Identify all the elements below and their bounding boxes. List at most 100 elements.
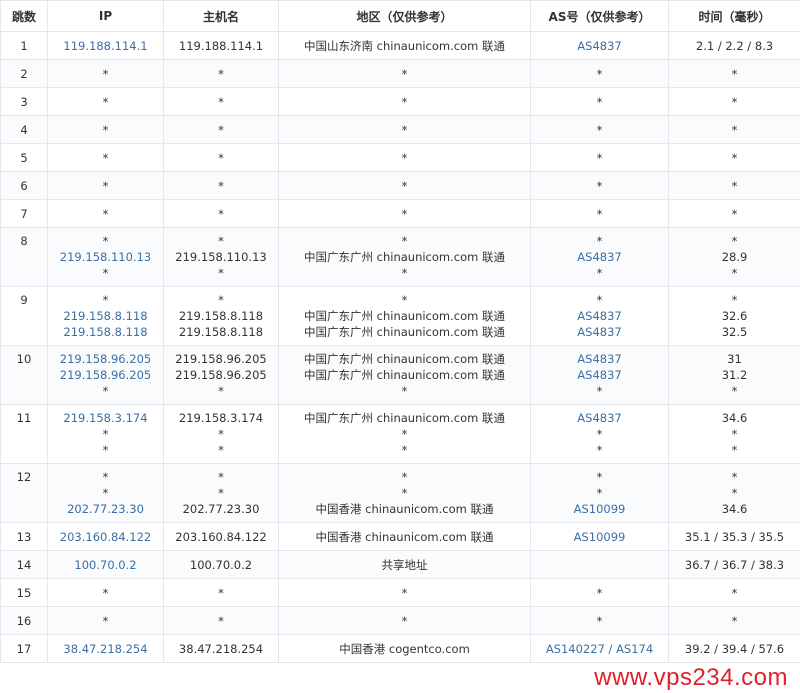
region-value: 中国广东广州 chinaunicom.com 联通	[279, 410, 530, 426]
hop-cell: 2	[1, 60, 48, 88]
as-cell: **AS10099	[531, 464, 669, 523]
as-cell: *	[531, 200, 669, 228]
time-value: *	[669, 426, 800, 442]
time-cell: *	[669, 60, 800, 88]
time-value: 39.2 / 39.4 / 57.6	[669, 641, 800, 657]
region-cell: 中国香港 cogentco.com	[279, 635, 531, 663]
time-cell: 34.6**	[669, 405, 800, 464]
table-row: 4*****	[1, 116, 800, 144]
as-value: *	[531, 66, 668, 82]
time-value: 34.6	[669, 501, 800, 517]
as-value: *	[531, 94, 668, 110]
ip-value: *	[48, 94, 163, 110]
as-value[interactable]: AS4837	[531, 38, 668, 54]
hop-cell: 1	[1, 32, 48, 60]
hostname-value: *	[164, 150, 278, 166]
time-cell: 39.2 / 39.4 / 57.6	[669, 635, 800, 663]
as-value[interactable]: AS10099	[531, 529, 668, 545]
ip-value: *	[48, 442, 163, 458]
time-cell: *	[669, 144, 800, 172]
ip-value: *	[48, 485, 163, 501]
hostname-value: *	[164, 94, 278, 110]
ip-value[interactable]: 219.158.96.205	[48, 367, 163, 383]
time-value: *	[669, 383, 800, 399]
hostname-cell: 100.70.0.2	[164, 551, 279, 579]
time-value: *	[669, 585, 800, 601]
as-value: *	[531, 265, 668, 281]
hostname-cell: 38.47.218.254	[164, 635, 279, 663]
region-cell: *	[279, 88, 531, 116]
ip-cell: *	[48, 579, 164, 607]
as-value[interactable]: AS140227 / AS174	[531, 641, 668, 657]
hostname-value: *	[164, 265, 278, 281]
as-cell: *AS4837*	[531, 228, 669, 287]
ip-value[interactable]: 202.77.23.30	[48, 501, 163, 517]
ip-cell: 100.70.0.2	[48, 551, 164, 579]
as-value[interactable]: AS4837	[531, 410, 668, 426]
as-value[interactable]: AS4837	[531, 351, 668, 367]
ip-value[interactable]: 219.158.8.118	[48, 308, 163, 324]
as-cell	[531, 551, 669, 579]
ip-value: *	[48, 426, 163, 442]
as-cell: *	[531, 88, 669, 116]
time-cell: *	[669, 607, 800, 635]
hostname-value: *	[164, 233, 278, 249]
as-value[interactable]: AS4837	[531, 367, 668, 383]
hop-cell: 5	[1, 144, 48, 172]
as-value: *	[531, 383, 668, 399]
hostname-value: 38.47.218.254	[164, 641, 278, 657]
table-row: 2*****	[1, 60, 800, 88]
ip-cell: *	[48, 172, 164, 200]
hostname-cell: *	[164, 60, 279, 88]
ip-value[interactable]: 219.158.96.205	[48, 351, 163, 367]
as-value[interactable]: AS4837	[531, 249, 668, 265]
region-value: 中国广东广州 chinaunicom.com 联通	[279, 367, 530, 383]
hostname-value: *	[164, 613, 278, 629]
ip-value: *	[48, 66, 163, 82]
time-value: *	[669, 178, 800, 194]
ip-cell: *	[48, 607, 164, 635]
hostname-value: *	[164, 442, 278, 458]
ip-value[interactable]: 219.158.110.13	[48, 249, 163, 265]
ip-value: *	[48, 178, 163, 194]
as-value[interactable]: AS4837	[531, 324, 668, 340]
time-value: 36.7 / 36.7 / 38.3	[669, 557, 800, 573]
hostname-cell: *	[164, 579, 279, 607]
region-cell: 中国山东济南 chinaunicom.com 联通	[279, 32, 531, 60]
time-value: 2.1 / 2.2 / 8.3	[669, 38, 800, 54]
hop-number: 8	[1, 233, 47, 249]
hop-cell: 17	[1, 635, 48, 663]
as-cell: *	[531, 60, 669, 88]
as-value: *	[531, 442, 668, 458]
hostname-cell: *	[164, 88, 279, 116]
hop-number: 6	[1, 178, 47, 194]
table-row: 5*****	[1, 144, 800, 172]
region-cell: *中国广东广州 chinaunicom.com 联通中国广东广州 chinaun…	[279, 287, 531, 346]
hop-number: 3	[1, 94, 47, 110]
ip-value: *	[48, 233, 163, 249]
as-cell: *	[531, 144, 669, 172]
as-value[interactable]: AS10099	[531, 501, 668, 517]
as-value: *	[531, 426, 668, 442]
region-value: *	[279, 469, 530, 485]
ip-value[interactable]: 203.160.84.122	[48, 529, 163, 545]
as-value[interactable]: AS4837	[531, 308, 668, 324]
ip-value[interactable]: 219.158.3.174	[48, 410, 163, 426]
hostname-value: 219.158.96.205	[164, 351, 278, 367]
hostname-value: 219.158.96.205	[164, 367, 278, 383]
ip-value[interactable]: 119.188.114.1	[48, 38, 163, 54]
ip-value[interactable]: 219.158.8.118	[48, 324, 163, 340]
ip-cell: *	[48, 144, 164, 172]
hostname-value: *	[164, 426, 278, 442]
as-value: *	[531, 150, 668, 166]
ip-value[interactable]: 38.47.218.254	[48, 641, 163, 657]
region-value: *	[279, 585, 530, 601]
ip-value[interactable]: 100.70.0.2	[48, 557, 163, 573]
table-row: 12**202.77.23.30**202.77.23.30**中国香港 chi…	[1, 464, 800, 523]
time-value: *	[669, 66, 800, 82]
hop-cell: 4	[1, 116, 48, 144]
